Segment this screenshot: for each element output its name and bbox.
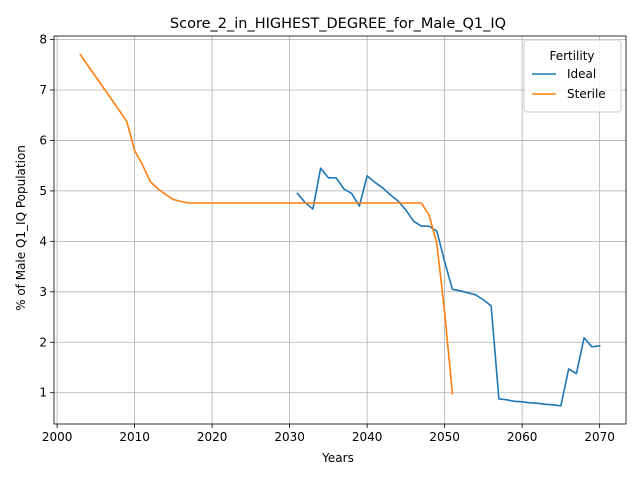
y-tick-label: 7: [39, 83, 47, 97]
x-axis: 2000 2010 2020 2030 2040 2050 2060 2070: [42, 424, 615, 444]
x-tick-label: 2020: [197, 430, 228, 444]
y-axis: 1 2 3 4 5 6 7 8: [39, 33, 54, 400]
series-layer: [79, 53, 601, 407]
grid: [54, 36, 626, 424]
legend: Fertility Ideal Sterile: [523, 39, 622, 113]
x-tick-label: 2040: [352, 430, 383, 444]
x-axis-label: Years: [321, 451, 354, 465]
legend-label-ideal: Ideal: [567, 67, 596, 81]
plot-area-frame: [53, 35, 627, 425]
y-tick-label: 6: [39, 133, 47, 147]
x-tick-label: 2010: [119, 430, 150, 444]
x-tick-label: 2000: [42, 430, 73, 444]
x-tick-label: 2050: [429, 430, 460, 444]
legend-label-sterile: Sterile: [567, 87, 606, 101]
y-tick-label: 1: [39, 386, 47, 400]
y-tick-label: 2: [39, 335, 47, 349]
series-line-sterile: [79, 53, 454, 395]
legend-title: Fertility: [549, 49, 594, 63]
x-tick-label: 2070: [584, 430, 615, 444]
y-tick-label: 4: [39, 234, 47, 248]
y-tick-label: 5: [39, 184, 47, 198]
y-tick-label: 3: [39, 285, 47, 299]
y-axis-label: % of Male Q1_IQ Population: [14, 145, 28, 311]
x-tick-label: 2030: [274, 430, 305, 444]
series-line-ideal: [296, 167, 601, 407]
legend-items: Ideal Sterile: [532, 67, 606, 101]
x-tick-label: 2060: [507, 430, 538, 444]
chart-title: Score_2_in_HIGHEST_DEGREE_for_Male_Q1_IQ: [170, 16, 506, 32]
y-tick-label: 8: [39, 33, 47, 47]
